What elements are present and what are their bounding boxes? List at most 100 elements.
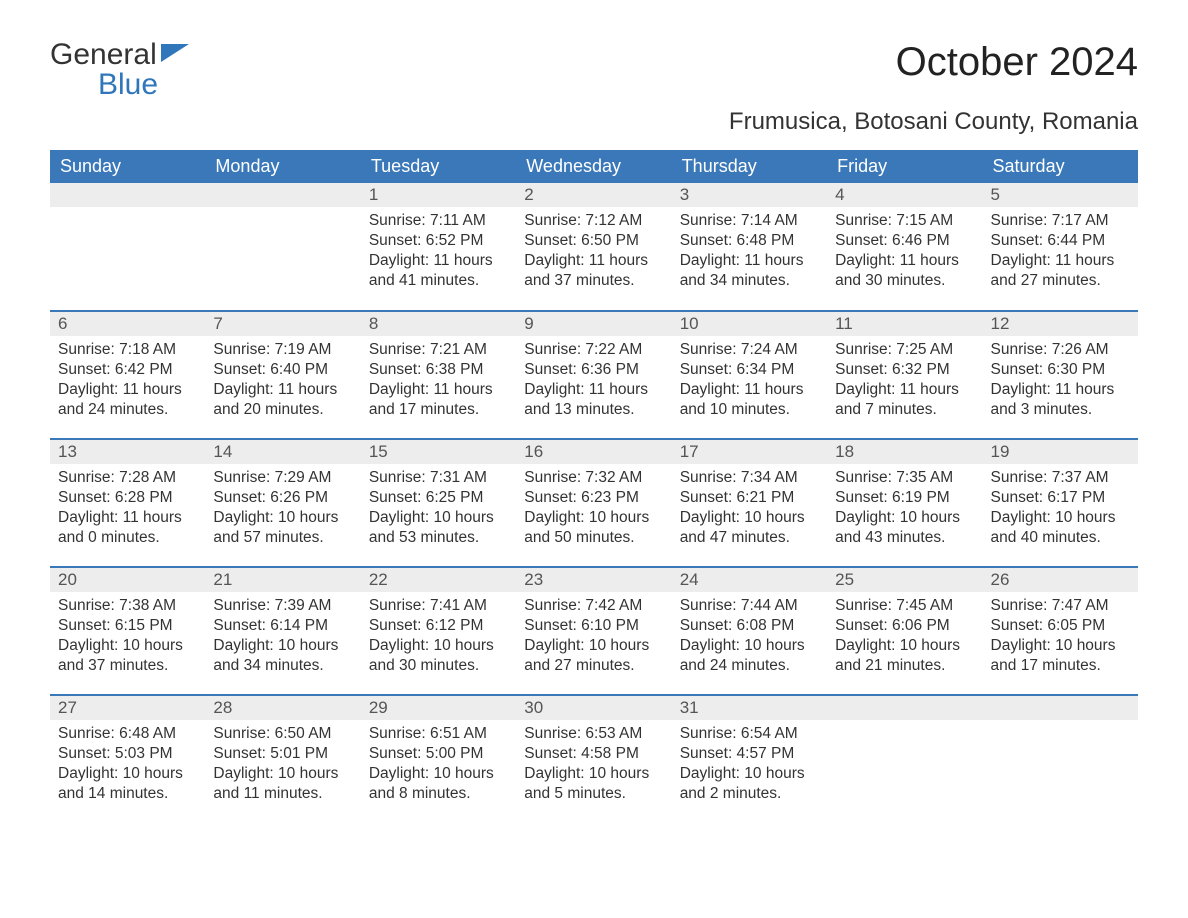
calendar-week-row: 27Sunrise: 6:48 AMSunset: 5:03 PMDayligh…: [50, 695, 1138, 823]
logo: General Blue: [50, 40, 191, 100]
day-header: Sunday: [50, 150, 205, 183]
day-number: 8: [361, 312, 516, 336]
calendar-day-cell: 8Sunrise: 7:21 AMSunset: 6:38 PMDaylight…: [361, 311, 516, 439]
day-number: 10: [672, 312, 827, 336]
sunrise-text: Sunrise: 7:34 AM: [680, 468, 819, 488]
sunrise-text: Sunrise: 6:50 AM: [213, 724, 352, 744]
day-details: Sunrise: 7:14 AMSunset: 6:48 PMDaylight:…: [672, 207, 827, 300]
daylight-text-2: and 5 minutes.: [524, 784, 663, 804]
sunset-text: Sunset: 6:08 PM: [680, 616, 819, 636]
calendar-day-cell: 20Sunrise: 7:38 AMSunset: 6:15 PMDayligh…: [50, 567, 205, 695]
calendar-day-cell: [983, 695, 1138, 823]
sunset-text: Sunset: 6:38 PM: [369, 360, 508, 380]
day-details: Sunrise: 7:34 AMSunset: 6:21 PMDaylight:…: [672, 464, 827, 557]
calendar-week-row: 13Sunrise: 7:28 AMSunset: 6:28 PMDayligh…: [50, 439, 1138, 567]
calendar-day-cell: 27Sunrise: 6:48 AMSunset: 5:03 PMDayligh…: [50, 695, 205, 823]
day-number: 5: [983, 183, 1138, 207]
calendar-day-cell: 21Sunrise: 7:39 AMSunset: 6:14 PMDayligh…: [205, 567, 360, 695]
sunset-text: Sunset: 6:14 PM: [213, 616, 352, 636]
day-number: 27: [50, 696, 205, 720]
sunset-text: Sunset: 6:42 PM: [58, 360, 197, 380]
day-details: Sunrise: 7:38 AMSunset: 6:15 PMDaylight:…: [50, 592, 205, 685]
day-details: Sunrise: 7:19 AMSunset: 6:40 PMDaylight:…: [205, 336, 360, 429]
daylight-text-1: Daylight: 10 hours: [680, 636, 819, 656]
day-number: 3: [672, 183, 827, 207]
day-details: Sunrise: 7:25 AMSunset: 6:32 PMDaylight:…: [827, 336, 982, 429]
daylight-text-1: Daylight: 10 hours: [991, 636, 1130, 656]
daylight-text-2: and 21 minutes.: [835, 656, 974, 676]
day-number: 25: [827, 568, 982, 592]
daylight-text-1: Daylight: 10 hours: [369, 636, 508, 656]
daylight-text-2: and 30 minutes.: [835, 271, 974, 291]
calendar-day-cell: 7Sunrise: 7:19 AMSunset: 6:40 PMDaylight…: [205, 311, 360, 439]
sunrise-text: Sunrise: 7:24 AM: [680, 340, 819, 360]
day-number: 21: [205, 568, 360, 592]
daylight-text-1: Daylight: 11 hours: [991, 380, 1130, 400]
daylight-text-1: Daylight: 10 hours: [524, 508, 663, 528]
sunset-text: Sunset: 6:52 PM: [369, 231, 508, 251]
calendar-day-cell: [205, 183, 360, 311]
sunrise-text: Sunrise: 7:37 AM: [991, 468, 1130, 488]
daylight-text-1: Daylight: 10 hours: [58, 764, 197, 784]
daylight-text-1: Daylight: 10 hours: [369, 508, 508, 528]
daylight-text-2: and 53 minutes.: [369, 528, 508, 548]
daylight-text-2: and 17 minutes.: [369, 400, 508, 420]
calendar-day-cell: 25Sunrise: 7:45 AMSunset: 6:06 PMDayligh…: [827, 567, 982, 695]
day-number: 24: [672, 568, 827, 592]
calendar-day-cell: 28Sunrise: 6:50 AMSunset: 5:01 PMDayligh…: [205, 695, 360, 823]
calendar-day-cell: 5Sunrise: 7:17 AMSunset: 6:44 PMDaylight…: [983, 183, 1138, 311]
day-details: Sunrise: 7:15 AMSunset: 6:46 PMDaylight:…: [827, 207, 982, 300]
day-number: 20: [50, 568, 205, 592]
day-header: Saturday: [983, 150, 1138, 183]
day-details: Sunrise: 7:18 AMSunset: 6:42 PMDaylight:…: [50, 336, 205, 429]
day-number-empty: [205, 183, 360, 207]
day-header: Monday: [205, 150, 360, 183]
sunrise-text: Sunrise: 7:12 AM: [524, 211, 663, 231]
day-number: 22: [361, 568, 516, 592]
daylight-text-2: and 14 minutes.: [58, 784, 197, 804]
calendar-day-cell: [827, 695, 982, 823]
calendar-day-cell: 4Sunrise: 7:15 AMSunset: 6:46 PMDaylight…: [827, 183, 982, 311]
sunset-text: Sunset: 6:25 PM: [369, 488, 508, 508]
daylight-text-1: Daylight: 11 hours: [680, 380, 819, 400]
daylight-text-2: and 3 minutes.: [991, 400, 1130, 420]
daylight-text-2: and 17 minutes.: [991, 656, 1130, 676]
day-number-empty: [50, 183, 205, 207]
day-number: 11: [827, 312, 982, 336]
calendar-day-cell: 2Sunrise: 7:12 AMSunset: 6:50 PMDaylight…: [516, 183, 671, 311]
day-number: 28: [205, 696, 360, 720]
sunset-text: Sunset: 6:05 PM: [991, 616, 1130, 636]
sunrise-text: Sunrise: 7:44 AM: [680, 596, 819, 616]
day-header: Friday: [827, 150, 982, 183]
sunrise-text: Sunrise: 7:15 AM: [835, 211, 974, 231]
calendar-day-cell: [50, 183, 205, 311]
day-header: Tuesday: [361, 150, 516, 183]
sunset-text: Sunset: 4:57 PM: [680, 744, 819, 764]
day-number: 9: [516, 312, 671, 336]
day-details: Sunrise: 6:54 AMSunset: 4:57 PMDaylight:…: [672, 720, 827, 813]
daylight-text-1: Daylight: 11 hours: [835, 251, 974, 271]
sunset-text: Sunset: 5:03 PM: [58, 744, 197, 764]
daylight-text-1: Daylight: 11 hours: [524, 380, 663, 400]
day-details: Sunrise: 7:31 AMSunset: 6:25 PMDaylight:…: [361, 464, 516, 557]
sunrise-text: Sunrise: 6:51 AM: [369, 724, 508, 744]
calendar-day-cell: 22Sunrise: 7:41 AMSunset: 6:12 PMDayligh…: [361, 567, 516, 695]
sunrise-text: Sunrise: 7:47 AM: [991, 596, 1130, 616]
day-details: Sunrise: 7:24 AMSunset: 6:34 PMDaylight:…: [672, 336, 827, 429]
calendar-day-cell: 9Sunrise: 7:22 AMSunset: 6:36 PMDaylight…: [516, 311, 671, 439]
daylight-text-2: and 43 minutes.: [835, 528, 974, 548]
day-details: Sunrise: 7:32 AMSunset: 6:23 PMDaylight:…: [516, 464, 671, 557]
daylight-text-1: Daylight: 11 hours: [524, 251, 663, 271]
day-details: Sunrise: 6:53 AMSunset: 4:58 PMDaylight:…: [516, 720, 671, 813]
sunset-text: Sunset: 6:34 PM: [680, 360, 819, 380]
daylight-text-1: Daylight: 11 hours: [680, 251, 819, 271]
day-number: 29: [361, 696, 516, 720]
daylight-text-2: and 40 minutes.: [991, 528, 1130, 548]
calendar-day-cell: 17Sunrise: 7:34 AMSunset: 6:21 PMDayligh…: [672, 439, 827, 567]
sunrise-text: Sunrise: 7:17 AM: [991, 211, 1130, 231]
daylight-text-1: Daylight: 10 hours: [835, 636, 974, 656]
day-details: Sunrise: 7:44 AMSunset: 6:08 PMDaylight:…: [672, 592, 827, 685]
daylight-text-1: Daylight: 11 hours: [991, 251, 1130, 271]
day-number: 19: [983, 440, 1138, 464]
logo-text-general: General: [50, 40, 157, 70]
